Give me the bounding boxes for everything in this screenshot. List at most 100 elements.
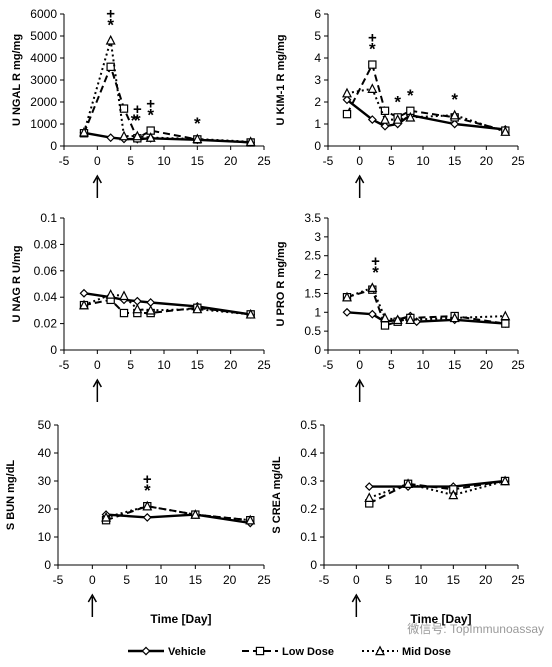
x-tick-label: -5 [53, 573, 64, 587]
data-point [119, 290, 129, 301]
significance-asterisk: * [369, 40, 376, 59]
y-tick-label: 6 [314, 7, 321, 21]
data-point [79, 126, 89, 137]
data-point [142, 500, 153, 511]
y-tick-label: 0.08 [34, 237, 58, 251]
series-line-mid-dose [83, 39, 251, 143]
data-point [106, 62, 115, 72]
x-tick-label: -5 [323, 358, 334, 372]
y-axis-label: S BUN mg/dL [5, 460, 17, 531]
significance-plus: + [133, 101, 142, 118]
significance-asterisk: * [394, 92, 401, 111]
data-point [392, 114, 403, 124]
legend-marker [255, 646, 265, 656]
x-tick-label: 10 [157, 154, 171, 168]
data-point [245, 514, 256, 525]
y-tick-label: 3 [314, 230, 321, 244]
data-point [245, 136, 256, 147]
x-tick-label: -5 [59, 154, 70, 168]
y-tick-label: 40 [38, 446, 52, 460]
y-tick-label: 0.5 [304, 324, 321, 338]
y-tick-label: 1000 [30, 117, 57, 131]
y-axis-label: U NAG R U/mg [11, 246, 23, 323]
y-tick-label: 2000 [30, 95, 57, 109]
y-axis-label: U NGAL R mg/mg [11, 34, 23, 126]
chart-panel-6: 00.10.20.30.40.5-5 0 5 10 15 20 25S CREA mg/dL… [271, 418, 525, 626]
x-tick-label: 25 [511, 154, 525, 168]
x-axis-label: Time [Day] [150, 612, 211, 626]
y-tick-label: 10 [38, 530, 52, 544]
significance-asterisk: * [451, 90, 458, 109]
data-point [190, 509, 201, 519]
y-tick-label: 5000 [30, 29, 57, 43]
x-tick-label: 20 [480, 154, 494, 168]
y-tick-label: 0.02 [34, 317, 58, 331]
x-tick-label: 10 [416, 358, 430, 372]
data-point [119, 104, 129, 113]
data-point [368, 60, 377, 69]
dosing-arrow-head [87, 593, 97, 603]
data-point [449, 312, 460, 323]
x-tick-label: 10 [157, 358, 171, 372]
x-tick-label: 15 [447, 573, 461, 587]
data-point [79, 299, 89, 310]
y-tick-label: 0 [314, 139, 321, 153]
series-line-low-dose [83, 65, 251, 144]
significance-plus: + [371, 253, 380, 270]
data-point [132, 130, 143, 141]
y-tick-label: 0.1 [300, 530, 317, 544]
y-tick-label: 0.04 [34, 290, 58, 304]
data-point [405, 111, 416, 122]
significance-plus: + [368, 30, 377, 47]
data-point [132, 303, 143, 314]
x-tick-label: 5 [127, 154, 134, 168]
x-tick-label: 15 [448, 358, 462, 372]
y-axis-label: U KIM-1 R mg/mg [275, 34, 287, 125]
y-tick-label: 0.06 [34, 264, 58, 278]
data-point [245, 308, 256, 319]
y-tick-label: 1 [314, 117, 321, 131]
data-point [342, 307, 352, 317]
series-line-mid-dose [368, 480, 506, 499]
x-tick-label: -5 [323, 154, 334, 168]
significance-asterisk: * [144, 481, 151, 500]
legend: Vehicle Low Dose Mid Dose [128, 645, 451, 658]
x-tick-label: 20 [224, 154, 238, 168]
x-tick-label: 0 [353, 573, 360, 587]
y-axis-label: U PRO R mg/mg [275, 242, 287, 327]
significance-plus: + [106, 5, 115, 22]
dosing-arrow-head [92, 378, 102, 388]
x-tick-label: 10 [154, 573, 168, 587]
data-point [450, 119, 460, 129]
data-point [403, 478, 414, 488]
x-tick-label: 25 [511, 358, 525, 372]
x-tick-label: 0 [89, 573, 96, 587]
y-tick-label: 2 [314, 95, 321, 109]
data-point [342, 291, 352, 302]
data-point [380, 121, 390, 131]
significance-asterisk: * [194, 114, 201, 133]
series-line-mid-dose [105, 505, 251, 522]
x-tick-label: 20 [223, 573, 237, 587]
y-tick-label: 0 [310, 558, 317, 572]
data-point [380, 106, 390, 115]
x-tick-label: 25 [257, 358, 271, 372]
x-tick-label: 10 [416, 154, 430, 168]
x-tick-label: 10 [414, 573, 428, 587]
x-tick-label: 5 [123, 573, 130, 587]
data-point [79, 288, 89, 298]
data-point [192, 303, 203, 314]
data-point [105, 289, 116, 299]
data-point [501, 319, 510, 328]
data-point [367, 282, 378, 292]
data-point [367, 83, 378, 94]
data-point [364, 482, 374, 492]
y-axis-label: S CREA mg/dL [271, 456, 283, 533]
significance-asterisk: * [134, 111, 141, 130]
data-point [367, 115, 377, 125]
x-tick-label: 5 [127, 358, 134, 372]
data-point [106, 133, 116, 143]
data-point [145, 132, 156, 142]
